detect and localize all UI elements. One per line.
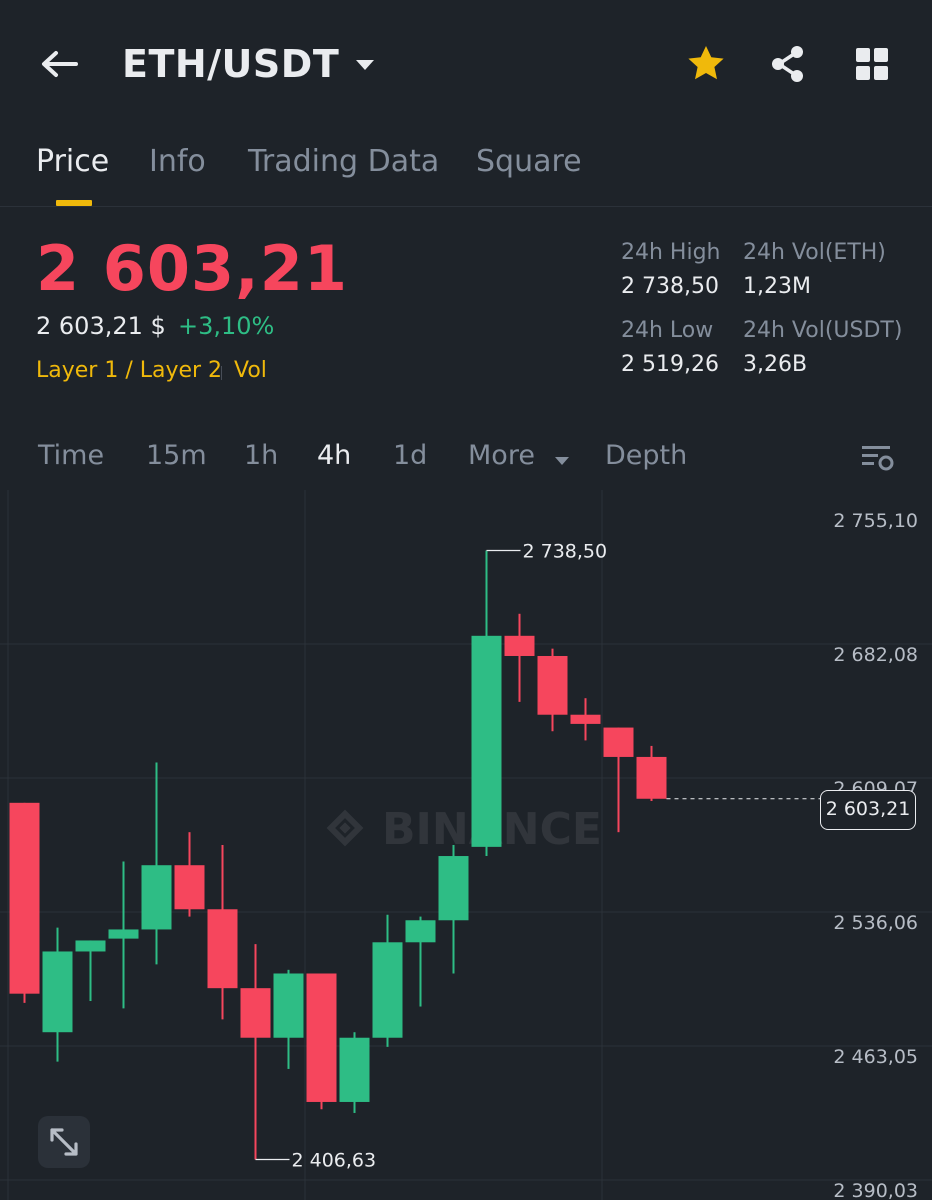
- tab-info[interactable]: Info: [149, 144, 206, 179]
- tab-price[interactable]: Price: [36, 144, 110, 179]
- more-caret-down-icon[interactable]: [554, 452, 570, 465]
- candle-body: [372, 942, 403, 1038]
- stat-24h-low-label: 24h Low: [621, 318, 714, 343]
- interval-time[interactable]: Time: [38, 440, 105, 471]
- tabs-divider: [0, 206, 932, 207]
- candle-body: [537, 655, 568, 715]
- candle-body: [339, 1037, 370, 1102]
- price-axis: 2 755,102 682,082 609,072 536,062 463,05…: [833, 510, 918, 1200]
- candles: [9, 550, 820, 1160]
- candle-body: [141, 865, 172, 930]
- stat-24h-high-value: 2 738,50: [621, 274, 719, 299]
- y-tick-label: 2 390,03: [833, 1180, 918, 1200]
- candle-body: [438, 856, 469, 921]
- tab-trading-data[interactable]: Trading Data: [248, 144, 440, 179]
- stat-24h-vol-usdt-label: 24h Vol(USDT): [743, 318, 903, 343]
- interval-1h[interactable]: 1h: [244, 440, 279, 471]
- stat-24h-low-value: 2 519,26: [621, 352, 719, 377]
- share-icon[interactable]: [766, 42, 810, 86]
- last-price-tag: 2 603,21: [820, 790, 916, 830]
- candle-body: [240, 988, 271, 1038]
- interval-4h[interactable]: 4h: [317, 440, 352, 471]
- y-tick-label: 2 755,10: [833, 510, 918, 532]
- binance-watermark: BINANCE: [326, 804, 602, 855]
- tab-square[interactable]: Square: [476, 144, 582, 179]
- candle-body: [42, 951, 73, 1033]
- active-tab-indicator: [56, 200, 92, 206]
- grid-menu-icon[interactable]: [850, 42, 894, 86]
- interval-depth[interactable]: Depth: [605, 440, 688, 471]
- candle-body: [75, 940, 106, 952]
- header-bar: ETH/USDT: [0, 0, 932, 130]
- tag-vol[interactable]: Vol: [234, 358, 267, 383]
- interval-1d[interactable]: 1d: [393, 440, 428, 471]
- y-tick-label: 2 682,08: [833, 644, 918, 666]
- candle-body: [636, 756, 667, 799]
- favorite-star-icon[interactable]: [684, 42, 728, 86]
- interval-15m[interactable]: 15m: [146, 440, 207, 471]
- y-tick-label: 2 536,06: [833, 912, 918, 934]
- candle-body: [9, 802, 40, 994]
- candle-body: [306, 973, 337, 1102]
- tag-layer[interactable]: Layer 1 / Layer 2: [36, 358, 223, 383]
- chart-settings-icon[interactable]: [858, 438, 898, 478]
- price-change-percent: +3,10%: [178, 312, 275, 340]
- back-arrow-icon[interactable]: [36, 40, 84, 88]
- candle-body: [570, 714, 601, 724]
- stat-24h-vol-eth-value: 1,23M: [743, 274, 811, 299]
- caret-down-icon[interactable]: [354, 54, 376, 76]
- expand-chart-icon[interactable]: [38, 1116, 90, 1168]
- candle-body: [174, 865, 205, 910]
- pair-title[interactable]: ETH/USDT: [122, 42, 340, 86]
- y-tick-label: 2 463,05: [833, 1046, 918, 1068]
- candle-body: [207, 909, 238, 989]
- candle-body: [603, 727, 634, 757]
- candle-body: [273, 973, 304, 1038]
- high-marker-label: 2 738,50: [523, 540, 608, 562]
- tag-separator: [221, 366, 222, 380]
- stat-24h-vol-usdt-value: 3,26B: [743, 352, 808, 377]
- usd-price: 2 603,21 $: [36, 312, 166, 340]
- interval-more[interactable]: More: [468, 440, 535, 471]
- candlestick-chart[interactable]: BINANCE 2 755,102 682,082 609,072 536,06…: [0, 490, 932, 1200]
- chart-grid: [0, 490, 932, 1200]
- last-price: 2 603,21: [36, 232, 348, 305]
- high-low-markers: 2 738,50 2 406,63: [255, 540, 608, 1172]
- candle-body: [405, 920, 436, 943]
- candle-body: [108, 929, 139, 939]
- stat-24h-high-label: 24h High: [621, 240, 721, 265]
- low-marker-label: 2 406,63: [292, 1150, 377, 1172]
- stat-24h-vol-eth-label: 24h Vol(ETH): [743, 240, 886, 265]
- candle-body: [504, 635, 535, 656]
- candle-body: [471, 635, 502, 847]
